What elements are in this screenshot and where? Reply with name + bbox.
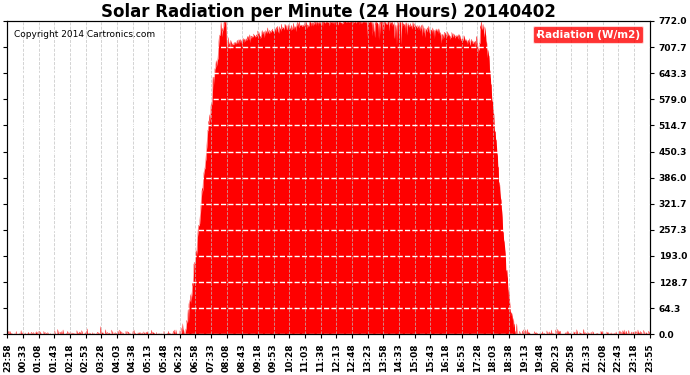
Text: Copyright 2014 Cartronics.com: Copyright 2014 Cartronics.com [14,30,155,39]
Title: Solar Radiation per Minute (24 Hours) 20140402: Solar Radiation per Minute (24 Hours) 20… [101,3,556,21]
Legend: Radiation (W/m2): Radiation (W/m2) [533,26,644,45]
